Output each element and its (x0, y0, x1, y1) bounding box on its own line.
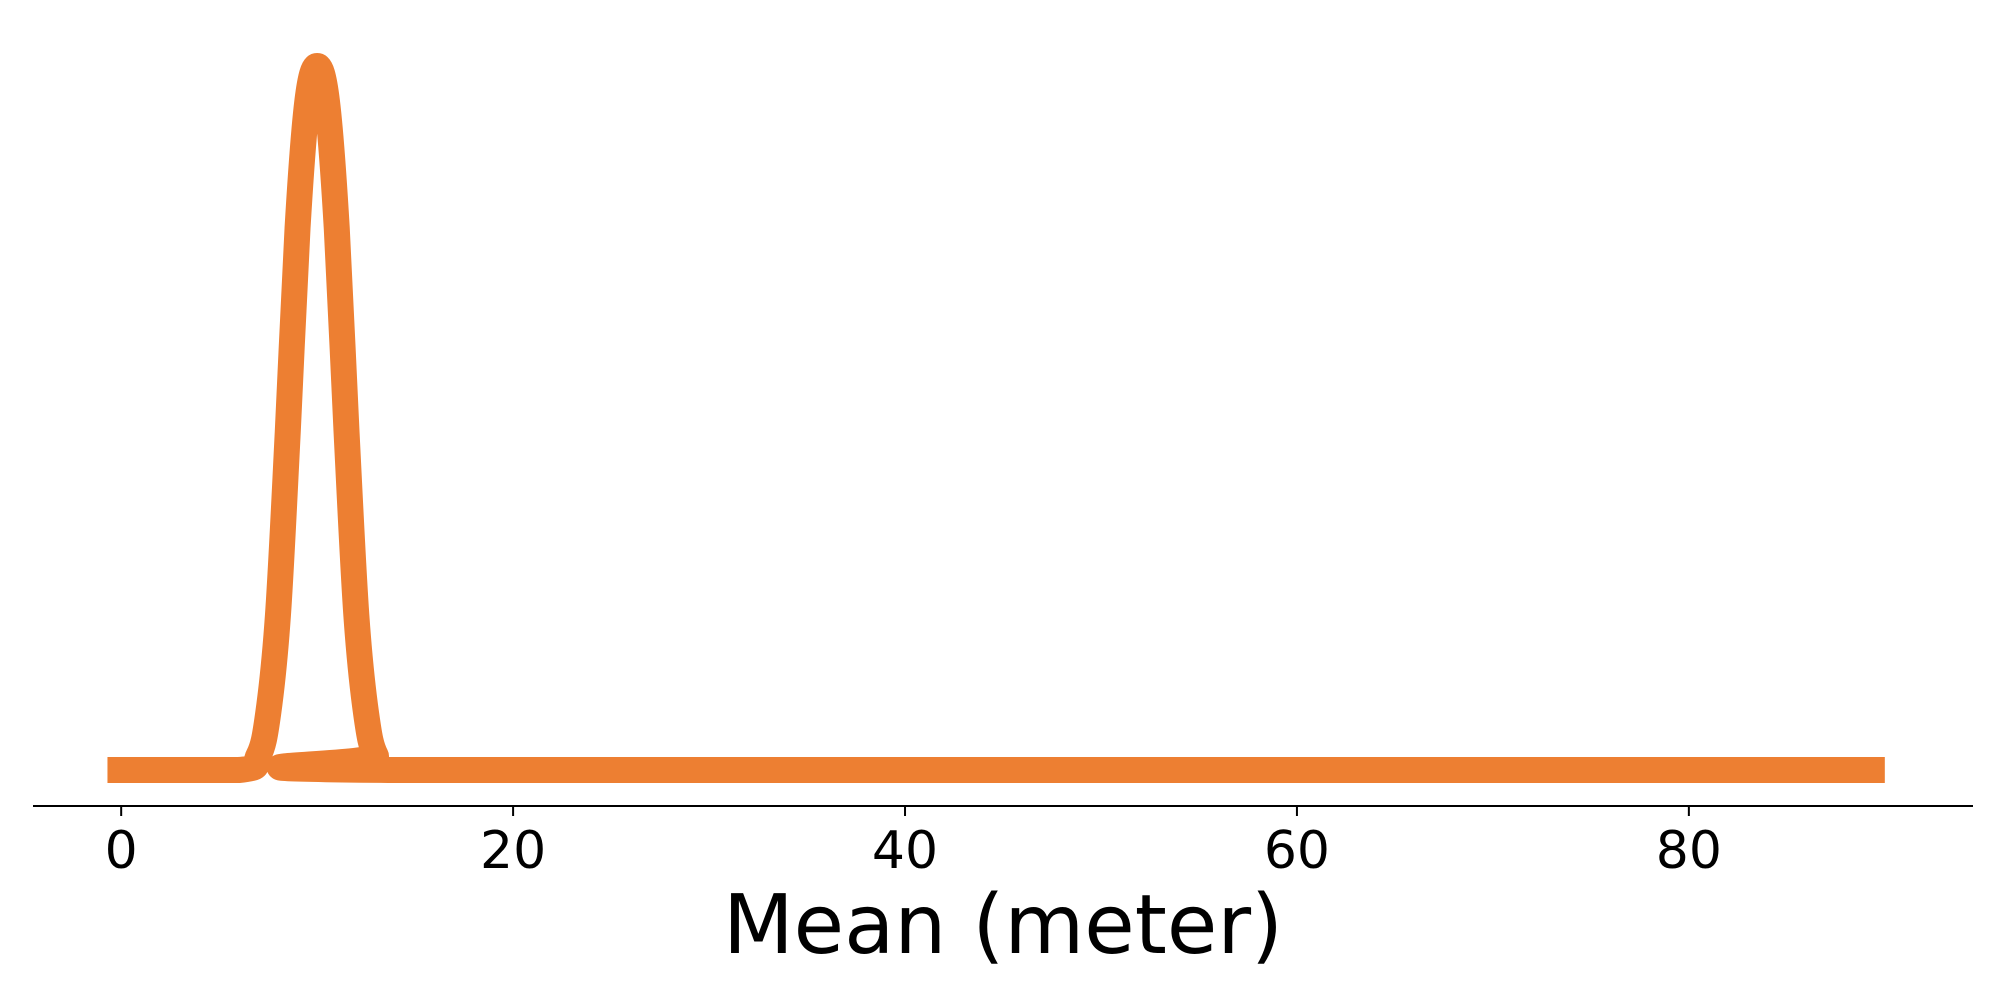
x-tick-label: 60 (1264, 821, 1330, 881)
x-tick-label: 80 (1656, 821, 1722, 881)
x-ticks: 0 20 40 60 80 (105, 806, 1722, 881)
x-tick-label: 0 (105, 821, 138, 881)
density-curve-0 (107, 53, 1885, 784)
x-tick-label: 20 (480, 821, 546, 881)
x-axis-label: Mean (meter) (723, 878, 1283, 973)
x-tick-label: 40 (872, 821, 938, 881)
series-layer (107, 53, 1885, 784)
